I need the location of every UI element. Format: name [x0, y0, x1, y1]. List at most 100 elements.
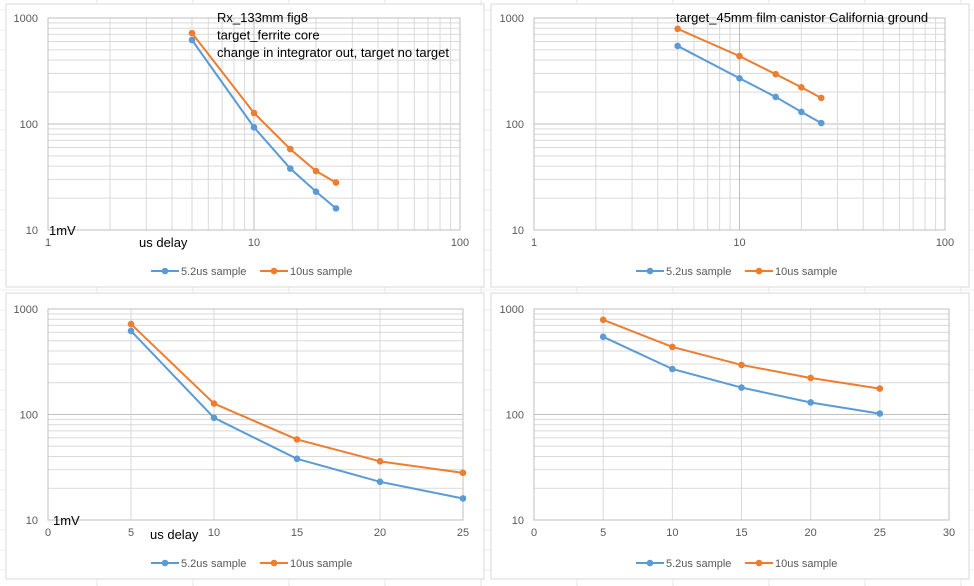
y-axis-unit-label: 1mV: [49, 223, 76, 238]
chart-1: 10 100 1000 1 10 100 5.2us sample 10us sample Rx…: [5, 3, 485, 288]
data-point: [188, 29, 196, 37]
data-point: [250, 124, 258, 131]
data-point: [459, 469, 467, 477]
x-axis-title: us delay: [150, 527, 199, 542]
x-tick-label: 1: [45, 237, 51, 249]
data-point: [669, 343, 676, 351]
data-point: [817, 94, 825, 102]
x-tick-label: 1: [531, 237, 537, 249]
data-point: [772, 70, 779, 78]
y-tick-label: 1000: [14, 304, 38, 316]
data-point: [599, 333, 607, 341]
legend-label: 10us sample: [290, 558, 352, 570]
y-tick-label: 10: [26, 225, 38, 237]
legend-label: 5.2us sample: [181, 558, 246, 570]
legend-marker: [755, 559, 763, 567]
chart-annotation: target_45mm film canistor California gro…: [676, 10, 928, 25]
x-tick-label: 15: [291, 527, 303, 539]
plot-area: [47, 308, 464, 521]
chart-4: 10 100 1000 0 5 10 15 20 25 30 5.2us sample 10us sa…: [490, 292, 970, 580]
x-tick-label: 0: [45, 527, 51, 539]
legend-marker: [270, 559, 278, 567]
data-point: [798, 108, 805, 116]
data-point: [738, 361, 745, 369]
data-point: [376, 458, 384, 465]
plot-area: [47, 17, 461, 231]
legend-marker: [646, 267, 654, 275]
data-point: [127, 320, 135, 328]
x-tick-label: 25: [874, 527, 886, 539]
data-point: [674, 25, 681, 33]
legend-label: 5.2us sample: [666, 266, 731, 278]
legend-label: 10us sample: [290, 266, 352, 278]
data-point: [210, 414, 218, 422]
data-point: [807, 399, 814, 406]
data-point: [312, 167, 320, 175]
legend-label: 10us sample: [775, 558, 837, 570]
x-tick-label: 10: [248, 237, 260, 249]
data-point: [286, 145, 294, 153]
x-tick-label: 15: [735, 527, 747, 539]
x-tick-label: 0: [531, 527, 537, 539]
legend-marker: [270, 267, 278, 275]
x-tick-label: 20: [374, 527, 386, 539]
y-tick-label: 1000: [14, 13, 38, 25]
data-point: [332, 179, 340, 186]
data-point: [876, 385, 884, 392]
x-tick-label: 10: [733, 237, 745, 249]
x-tick-label: 10: [666, 527, 678, 539]
data-point: [127, 327, 135, 335]
data-point: [459, 495, 467, 502]
data-point: [807, 374, 814, 382]
data-point: [674, 42, 681, 50]
data-point: [376, 478, 384, 486]
y-tick-label: 100: [20, 410, 38, 422]
y-tick-label: 10: [512, 225, 524, 237]
legend-label: 5.2us sample: [181, 266, 246, 278]
x-tick-label: 30: [943, 527, 955, 539]
x-tick-label: 5: [600, 527, 606, 539]
legend-marker: [646, 559, 654, 567]
data-point: [876, 410, 884, 417]
y-tick-label: 100: [506, 410, 524, 422]
x-axis-title: us delay: [139, 235, 188, 250]
legend-marker: [161, 559, 169, 567]
chart-area: [490, 292, 970, 580]
chart-2: 10 100 1000 1 10 100 5.2us sample 10us sample ta…: [490, 3, 970, 288]
plot-area: [533, 308, 950, 521]
y-axis-unit-label: 1mV: [53, 513, 80, 528]
x-tick-label: 10: [208, 527, 220, 539]
x-tick-label: 5: [128, 527, 134, 539]
data-point: [210, 400, 218, 407]
x-tick-label: 100: [451, 237, 469, 249]
x-tick-label: 20: [805, 527, 817, 539]
y-tick-label: 1000: [500, 304, 524, 316]
y-tick-label: 100: [20, 119, 38, 131]
data-point: [599, 316, 607, 324]
y-tick-label: 10: [26, 515, 38, 527]
chart-annotation: Rx_133mm fig8: [217, 10, 308, 25]
data-point: [250, 109, 258, 117]
data-point: [817, 119, 825, 127]
chart-annotation: target_ferrite core: [217, 28, 320, 43]
data-point: [293, 436, 301, 443]
data-point: [312, 188, 320, 195]
y-tick-label: 10: [512, 515, 524, 527]
chart-area: [5, 292, 485, 580]
x-tick-label: 100: [936, 237, 954, 249]
legend-label: 5.2us sample: [666, 558, 731, 570]
data-point: [293, 455, 301, 463]
data-point: [286, 165, 294, 172]
data-point: [738, 384, 745, 391]
y-tick-label: 1000: [500, 13, 524, 25]
chart-3: 10 100 1000 0 5 10 15 20 25 5.2us sample 10us samp…: [5, 292, 485, 580]
data-point: [669, 365, 676, 373]
data-point: [736, 74, 743, 82]
data-point: [772, 93, 779, 101]
legend-label: 10us sample: [775, 266, 837, 278]
data-point: [188, 36, 196, 44]
plot-area: [533, 17, 946, 231]
legend-marker: [755, 267, 763, 275]
data-point: [798, 83, 805, 91]
